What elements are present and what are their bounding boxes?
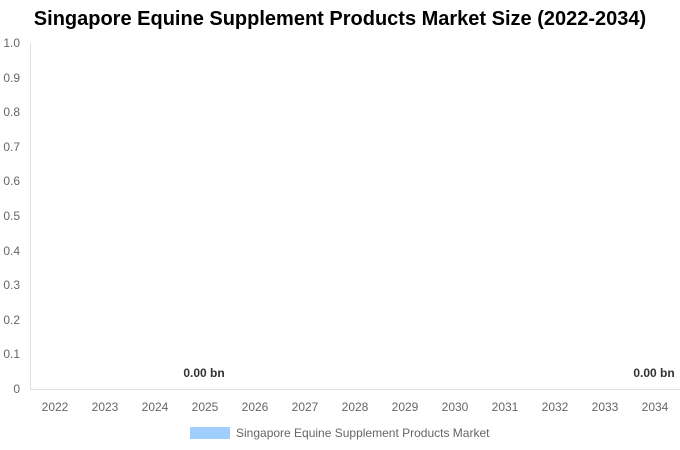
y-tick: 0.3: [3, 278, 20, 293]
y-tick: 0.9: [3, 70, 20, 85]
x-tick: 2023: [91, 400, 119, 414]
x-tick: 2031: [491, 400, 519, 414]
x-tick: 2025: [191, 400, 219, 414]
x-tick: 2022: [41, 400, 69, 414]
x-axis-line: [30, 389, 680, 390]
data-label-2025: 0.00 bn: [183, 366, 225, 380]
y-tick: 0.5: [3, 209, 20, 223]
y-tick: 0.1: [3, 347, 20, 362]
x-tick: 2027: [291, 400, 319, 414]
x-tick: 2034: [641, 400, 669, 414]
y-tick: 0.7: [3, 139, 20, 154]
data-label-2034: 0.00 bn: [633, 366, 675, 380]
legend-label: Singapore Equine Supplement Products Mar…: [236, 426, 490, 440]
chart-title: Singapore Equine Supplement Products Mar…: [33, 8, 647, 30]
x-tick: 2030: [441, 400, 469, 414]
legend[interactable]: Singapore Equine Supplement Products Mar…: [190, 426, 489, 440]
y-tick: 0.4: [3, 243, 20, 258]
x-tick: 2028: [341, 400, 369, 414]
y-tick: 0.2: [3, 312, 20, 327]
y-tick: 1.0: [3, 36, 20, 50]
x-tick: 2024: [141, 400, 169, 414]
x-tick: 2032: [541, 400, 569, 414]
legend-swatch: [190, 427, 230, 439]
y-axis-line: [30, 43, 31, 389]
x-tick: 2033: [591, 400, 619, 414]
x-tick: 2029: [391, 400, 419, 414]
x-tick: 2026: [241, 400, 269, 414]
y-tick: 0: [13, 382, 20, 396]
y-tick: 0.8: [3, 105, 20, 120]
y-tick: 0.6: [3, 174, 20, 189]
